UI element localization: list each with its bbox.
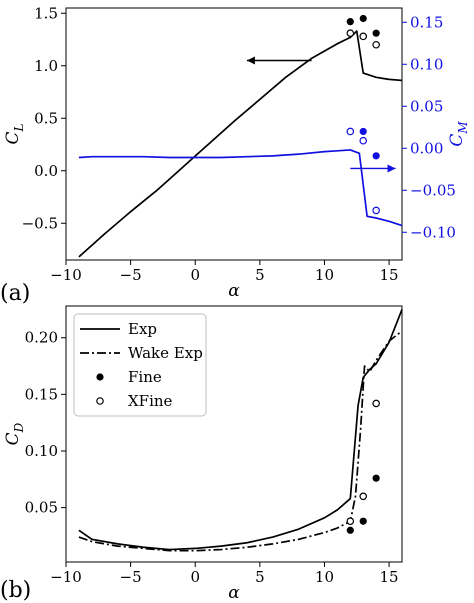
cm_fine-point: [372, 152, 380, 160]
panel-b-ticks: −10 −5 0 5 10 15 0.05 0.10 0.15 0.20: [25, 329, 399, 586]
cd_wake-line: [78, 330, 403, 552]
panel-b-plot-frame: [65, 305, 403, 563]
legend-xfine-label: XFine: [128, 392, 173, 410]
cl_fine-point: [359, 14, 367, 23]
cl_exp-line: [78, 30, 403, 258]
panel-a-ticks: −10 −5 0 5 10 15 −0.5 0.0 0.5 1.0 1.5 −0.10 −0.05 0.0…: [22, 4, 456, 284]
panel-a-xtick-label: −10: [50, 266, 82, 284]
panel-a-left-ytick-label: 1.5: [34, 4, 58, 22]
cd_xfine-point: [372, 399, 380, 408]
panel-b-ytick-label: 0.15: [25, 385, 58, 403]
cd_fine-point: [359, 517, 367, 525]
cl-subscript: L: [12, 123, 26, 132]
panel-a-right-ylabel: CM: [447, 121, 470, 147]
cl_fine-point: [372, 29, 380, 37]
arrow-right-head: [387, 164, 396, 173]
legend: Exp Wake Exp Fine XFine: [73, 313, 207, 417]
cd-subscript: D: [12, 422, 26, 433]
panel-b-ytick-label: 0.20: [25, 329, 58, 347]
cd-symbol: C: [3, 432, 23, 445]
cm-subscript: M: [456, 121, 470, 135]
cm_fine-point: [359, 127, 367, 136]
panel-b-ylabel: CD: [3, 422, 26, 445]
panel-a-left-ytick-label: −0.5: [22, 214, 58, 232]
cl_fine-point: [346, 18, 354, 26]
panel-a-plot-frame: [65, 7, 403, 261]
cl_xfine-point: [359, 32, 368, 41]
legend-fine-label: Fine: [128, 368, 162, 386]
panel-a-right-ytick-label: 0.00: [410, 139, 443, 157]
cm-axis-label: CM: [447, 121, 470, 147]
panel-a-xtick-label: −5: [120, 266, 142, 284]
legend-box: [73, 313, 207, 417]
panel-a-right-ytick-label: −0.05: [410, 181, 456, 199]
cd_exp-line: [78, 309, 403, 551]
panel-a-xtick-label: 5: [255, 266, 265, 284]
cm_xfine-point: [346, 127, 355, 136]
panel-a-right-ytick-label: 0.10: [410, 55, 443, 73]
legend-fine-swatch: [96, 373, 104, 381]
panel-a-right-ytick-label: 0.05: [410, 97, 443, 115]
panel-b-xtick-label: 15: [380, 568, 399, 586]
panel-b-xlabel: α: [228, 583, 240, 603]
panel-b-xtick-label: −10: [50, 568, 82, 586]
panel-b-label: (b): [0, 578, 31, 603]
panel-b-series: [78, 309, 403, 552]
panel-a-xtick-label: 10: [315, 266, 334, 284]
cl-symbol: C: [3, 131, 23, 144]
panel-b-chart: −10 −5 0 5 10 15 0.05 0.10 0.15 0.20 CD α (b) Exp…: [0, 305, 403, 603]
cm_xfine-point: [372, 206, 380, 215]
panel-b-xtick-label: 0: [190, 568, 200, 586]
cm-symbol: C: [447, 134, 467, 147]
panel-a-label: (a): [0, 281, 30, 306]
arrow-left-head: [246, 56, 255, 65]
cl-axis-label: CL: [3, 123, 26, 144]
panel-b-xtick-label: 10: [315, 568, 334, 586]
panel-a-chart: −10 −5 0 5 10 15 −0.5 0.0 0.5 1.0 1.5 −0.10 −0.05 0.0…: [0, 4, 470, 306]
panel-a-left-ylabel: CL: [3, 123, 26, 144]
panel-a-xtick-label: 0: [190, 266, 200, 284]
cm_xfine-point: [359, 136, 368, 145]
panel-a-right-ytick-label: 0.15: [410, 13, 443, 31]
panel-b-xtick-label: 5: [255, 568, 265, 586]
cl_xfine-point: [372, 40, 380, 49]
cd_xfine-point: [359, 492, 368, 501]
legend-wake-label: Wake Exp: [128, 344, 203, 362]
panel-b-xtick-label: −5: [120, 568, 142, 586]
cm_exp-line: [78, 149, 403, 227]
panel-a-left-ytick-label: 0.5: [34, 109, 58, 127]
panel-b-markers: [346, 399, 380, 534]
panel-a-right-ytick-label: −0.10: [410, 223, 456, 241]
cl_xfine-point: [346, 29, 355, 38]
panel-a-xlabel: α: [228, 281, 240, 301]
panel-b-ytick-label: 0.05: [25, 499, 58, 517]
legend-xfine-swatch: [96, 397, 104, 405]
panel-a-series: [78, 30, 403, 258]
panel-a-markers: [346, 14, 380, 215]
legend-exp-label: Exp: [128, 320, 157, 338]
panel-b-ytick-label: 0.10: [25, 442, 58, 460]
cd-axis-label: CD: [3, 422, 26, 445]
panel-a-left-ytick-label: 0.0: [34, 162, 58, 180]
cd_fine-point: [346, 526, 354, 534]
panel-a-xtick-label: 15: [380, 266, 399, 284]
cd_fine-point: [372, 474, 380, 482]
panel-a-left-ytick-label: 1.0: [34, 57, 58, 75]
cd_xfine-point: [346, 517, 355, 526]
panel-a-arrows: [246, 56, 396, 173]
